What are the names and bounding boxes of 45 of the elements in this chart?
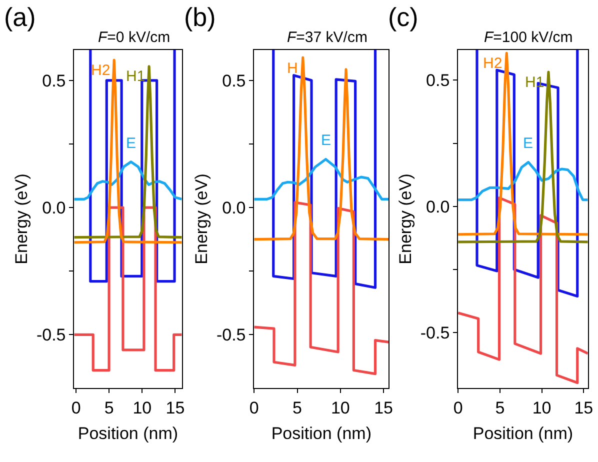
series-label: E: [523, 135, 534, 152]
y-axis-title: Energy (eV): [12, 174, 32, 264]
x-tick-label: 15: [166, 398, 185, 418]
y-tick-label: 0.0: [42, 198, 66, 218]
y-tick-label: 0.0: [222, 198, 246, 218]
text: (c): [388, 2, 418, 32]
x-tick-label: 0: [249, 398, 259, 418]
y-tick-label: 0.5: [222, 71, 246, 90]
y-axis-title: Energy (eV): [192, 174, 212, 264]
x-tick-label: 5: [292, 398, 302, 418]
y-tick-label: -0.5: [420, 324, 450, 343]
y-tick-label: 0.5: [426, 71, 450, 90]
x-tick-label: 10: [330, 398, 350, 418]
line-series: [254, 201, 389, 376]
y-tick-label: -0.5: [36, 326, 66, 345]
line-series: [254, 158, 389, 200]
series-label: H2: [91, 62, 110, 79]
series-label: E: [126, 135, 136, 152]
x-tick-label: 5: [104, 398, 114, 418]
chart-title: F=0 kV/cm: [98, 29, 170, 46]
x-tick-label: 10: [132, 398, 152, 418]
x-tick-label: 10: [532, 398, 552, 418]
x-axis-title: Position (nm): [271, 424, 372, 443]
series-label: E: [321, 132, 332, 149]
series-label: H2: [483, 55, 502, 72]
x-axis-title: Position (nm): [78, 424, 178, 443]
x-axis-title: Position (nm): [472, 424, 574, 443]
line-series: [254, 56, 389, 241]
y-tick-label: 0.5: [42, 71, 66, 90]
text: (b): [184, 2, 216, 32]
series-label: H1: [126, 68, 146, 85]
x-tick-label: 15: [374, 398, 393, 418]
chart-title: F=100 kV/cm: [484, 29, 573, 46]
x-tick-label: 5: [495, 398, 505, 418]
x-tick-label: 0: [453, 398, 463, 418]
chart-title: F=37 kV/cm: [287, 29, 368, 46]
y-tick-label: -0.5: [216, 326, 246, 345]
series-label: H: [287, 60, 298, 77]
x-tick-label: 15: [574, 398, 594, 418]
text: (a): [4, 2, 36, 32]
line-series: [458, 160, 588, 202]
y-tick-label: 0.0: [426, 197, 450, 216]
x-tick-label: 0: [71, 398, 81, 418]
series-label: H1: [525, 74, 544, 91]
y-axis-title: Energy (eV): [396, 174, 415, 264]
